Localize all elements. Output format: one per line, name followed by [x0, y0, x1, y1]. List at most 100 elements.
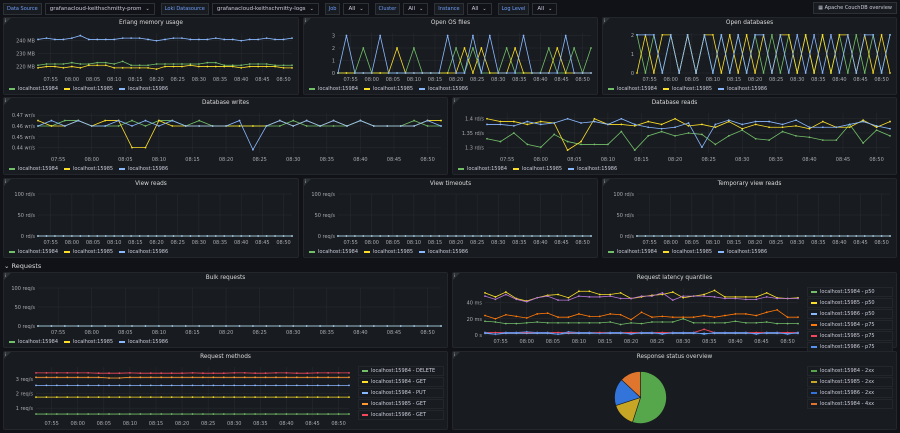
- legend-item[interactable]: localhost:15985 - 2xx: [807, 377, 893, 387]
- loki-datasource-select[interactable]: grafanacloud-keithschmitty-logs ⌄: [211, 2, 319, 15]
- legend-item[interactable]: localhost:15984 - 2xx: [807, 366, 893, 376]
- panel-info-icon[interactable]: i: [4, 352, 11, 359]
- legend-item[interactable]: localhost:15986: [119, 166, 168, 172]
- legend-item[interactable]: localhost:15985: [364, 86, 413, 92]
- panel-info-icon[interactable]: i: [603, 18, 610, 25]
- pie-slice[interactable]: [632, 371, 667, 424]
- panel-info-icon[interactable]: i: [453, 352, 460, 359]
- x-tick-label: 08:20: [624, 339, 638, 345]
- data-point: [337, 235, 339, 237]
- legend-item[interactable]: localhost:15984 - GET: [358, 377, 444, 387]
- legend-item[interactable]: localhost:15984: [9, 339, 58, 345]
- legend-item[interactable]: localhost:15984: [309, 86, 358, 92]
- data-point: [164, 65, 166, 68]
- instance-select[interactable]: All ⌄: [466, 2, 492, 15]
- legend-swatch: [811, 335, 817, 337]
- legend-item[interactable]: localhost:15985 - GET: [358, 399, 444, 409]
- panel-info-icon[interactable]: i: [4, 18, 11, 25]
- data-point: [295, 396, 298, 399]
- panel-info-icon[interactable]: i: [603, 179, 610, 186]
- data-point: [285, 384, 288, 387]
- data-point: [413, 125, 416, 127]
- legend-swatch: [811, 313, 817, 315]
- legend-item[interactable]: localhost:15984: [608, 86, 657, 92]
- data-point: [147, 66, 149, 69]
- data-point: [66, 384, 69, 387]
- loglevel-select[interactable]: All ⌄: [532, 2, 558, 15]
- panel-info-icon[interactable]: i: [453, 273, 460, 280]
- legend-item[interactable]: localhost:15986: [419, 249, 468, 255]
- data-point: [745, 34, 748, 36]
- series-localhost-15986: [636, 34, 891, 74]
- row-header-requests[interactable]: ⌄ Requests: [4, 262, 41, 270]
- cluster-select[interactable]: All ⌄: [403, 2, 429, 15]
- legend-item[interactable]: localhost:15986: [119, 249, 168, 255]
- panel-info-icon[interactable]: i: [304, 18, 311, 25]
- data-point: [647, 120, 650, 123]
- legend-item[interactable]: localhost:15986: [568, 166, 617, 172]
- data-point: [264, 413, 267, 415]
- legend-item[interactable]: localhost:15984: [309, 249, 358, 255]
- x-tick-label: 08:10: [706, 240, 720, 246]
- legend-item[interactable]: localhost:15985: [513, 166, 562, 172]
- data-point: [240, 39, 243, 42]
- legend-item[interactable]: localhost:15986: [419, 86, 468, 92]
- dashboard-link-button[interactable]: ▦ Apache CouchDB overview: [813, 2, 897, 14]
- y-tick-label: 0.45 wr/s: [12, 135, 36, 141]
- datasource-select[interactable]: grafanacloud-keithschmitty-prom ⌄: [44, 2, 155, 15]
- legend-item[interactable]: localhost:15985: [64, 249, 113, 255]
- legend-item[interactable]: localhost:15986 - 2xx: [807, 388, 893, 398]
- legend-item[interactable]: localhost:15986 - GET: [358, 410, 444, 420]
- legend-item[interactable]: localhost:15984: [9, 166, 58, 172]
- x-tick-label: 08:15: [727, 240, 741, 246]
- data-point: [598, 296, 601, 298]
- data-point: [855, 235, 858, 237]
- panel-info-icon[interactable]: i: [304, 179, 311, 186]
- data-point: [278, 119, 281, 122]
- legend-item[interactable]: localhost:15986: [119, 339, 168, 345]
- legend-item[interactable]: localhost:15984: [9, 249, 58, 255]
- panel-info-icon[interactable]: i: [4, 98, 11, 105]
- legend-swatch: [811, 302, 817, 304]
- pie-slice[interactable]: [621, 371, 641, 399]
- legend-item[interactable]: localhost:15984: [458, 166, 507, 172]
- y-tick-label: 0 rd/s: [620, 234, 635, 240]
- legend-item[interactable]: localhost:15986: [119, 86, 168, 92]
- data-point: [661, 293, 664, 296]
- legend-item[interactable]: localhost:15984 - PUT: [358, 388, 444, 398]
- data-point: [37, 38, 39, 41]
- legend-item[interactable]: localhost:15984: [608, 249, 657, 255]
- legend-item[interactable]: localhost:15984 - 4xx: [807, 399, 893, 409]
- data-point: [838, 72, 841, 74]
- data-point: [661, 291, 664, 294]
- data-point: [515, 331, 518, 334]
- data-point: [291, 235, 293, 237]
- legend-item[interactable]: localhost:15985: [663, 249, 712, 255]
- panel-info-icon[interactable]: i: [453, 98, 460, 105]
- panel-info-icon[interactable]: i: [4, 273, 11, 280]
- panel-info-icon[interactable]: i: [4, 179, 11, 186]
- legend-item[interactable]: localhost:15985: [663, 86, 712, 92]
- legend-item[interactable]: localhost:15986: [718, 86, 767, 92]
- data-point: [295, 413, 298, 415]
- job-select[interactable]: All ⌄: [343, 2, 369, 15]
- legend-item[interactable]: localhost:15985: [364, 249, 413, 255]
- legend-item[interactable]: localhost:15985: [64, 166, 113, 172]
- legend-label: localhost:15984: [617, 249, 658, 255]
- legend-item[interactable]: localhost:15984 - p75: [807, 320, 893, 330]
- panel-title: Open OS files: [430, 20, 471, 26]
- legend-item[interactable]: localhost:15985: [64, 86, 113, 92]
- data-point: [316, 376, 319, 379]
- legend-item[interactable]: localhost:15984 - DELETE: [358, 366, 444, 376]
- legend-item[interactable]: localhost:15985 - p75: [807, 331, 893, 341]
- legend-item[interactable]: localhost:15986: [718, 249, 767, 255]
- data-point: [332, 125, 335, 127]
- legend-item[interactable]: localhost:15984: [9, 86, 58, 92]
- legend-item[interactable]: localhost:15985: [64, 339, 113, 345]
- data-point: [786, 333, 789, 336]
- data-point: [113, 235, 116, 237]
- legend-item[interactable]: localhost:15984 - p50: [807, 287, 893, 297]
- x-tick-label: 08:30: [491, 240, 505, 246]
- legend-item[interactable]: localhost:15986 - p50: [807, 309, 893, 319]
- legend-item[interactable]: localhost:15985 - p50: [807, 298, 893, 308]
